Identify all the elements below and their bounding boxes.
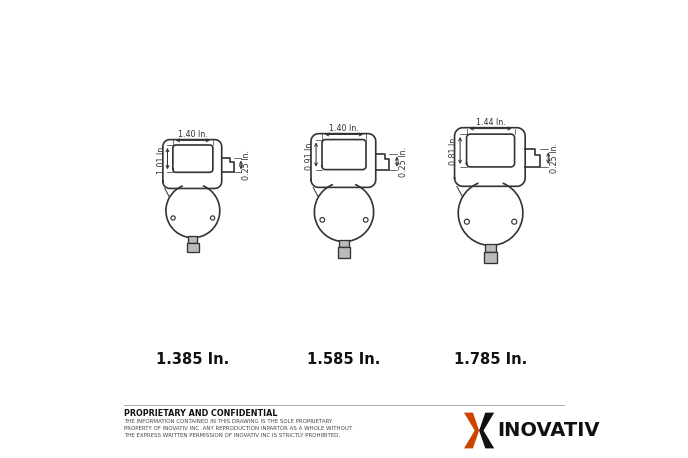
Bar <box>484 252 497 263</box>
Text: 1.44 In.: 1.44 In. <box>475 118 506 127</box>
Text: INOVATIV: INOVATIV <box>497 421 600 440</box>
Text: 1.385 In.: 1.385 In. <box>156 352 230 367</box>
Text: 0.25 In.: 0.25 In. <box>242 150 252 180</box>
Text: 0.25 In.: 0.25 In. <box>398 147 407 177</box>
Polygon shape <box>464 413 479 448</box>
Text: THE INFORMATION CONTAINED IN THIS DRAWING IS THE SOLE PROPRIETARY
PROPERTY OF IN: THE INFORMATION CONTAINED IN THIS DRAWIN… <box>124 419 352 438</box>
Bar <box>485 244 496 252</box>
Text: 1.40 In.: 1.40 In. <box>329 124 359 133</box>
Text: 1.585 In.: 1.585 In. <box>308 352 380 367</box>
Bar <box>189 236 197 243</box>
Bar <box>187 243 199 252</box>
Text: 1.01 In.: 1.01 In. <box>157 144 166 174</box>
Text: 0.81 In.: 0.81 In. <box>449 136 458 165</box>
Text: 1.40 In.: 1.40 In. <box>178 130 208 139</box>
Text: PROPRIETARY AND CONFIDENTIAL: PROPRIETARY AND CONFIDENTIAL <box>124 409 278 418</box>
Polygon shape <box>479 413 494 448</box>
Text: 0.91 In.: 0.91 In. <box>305 140 314 169</box>
Text: 1.785 In.: 1.785 In. <box>454 352 527 367</box>
Bar <box>338 247 350 257</box>
Text: 0.25 In.: 0.25 In. <box>550 143 559 173</box>
Bar <box>339 240 349 247</box>
